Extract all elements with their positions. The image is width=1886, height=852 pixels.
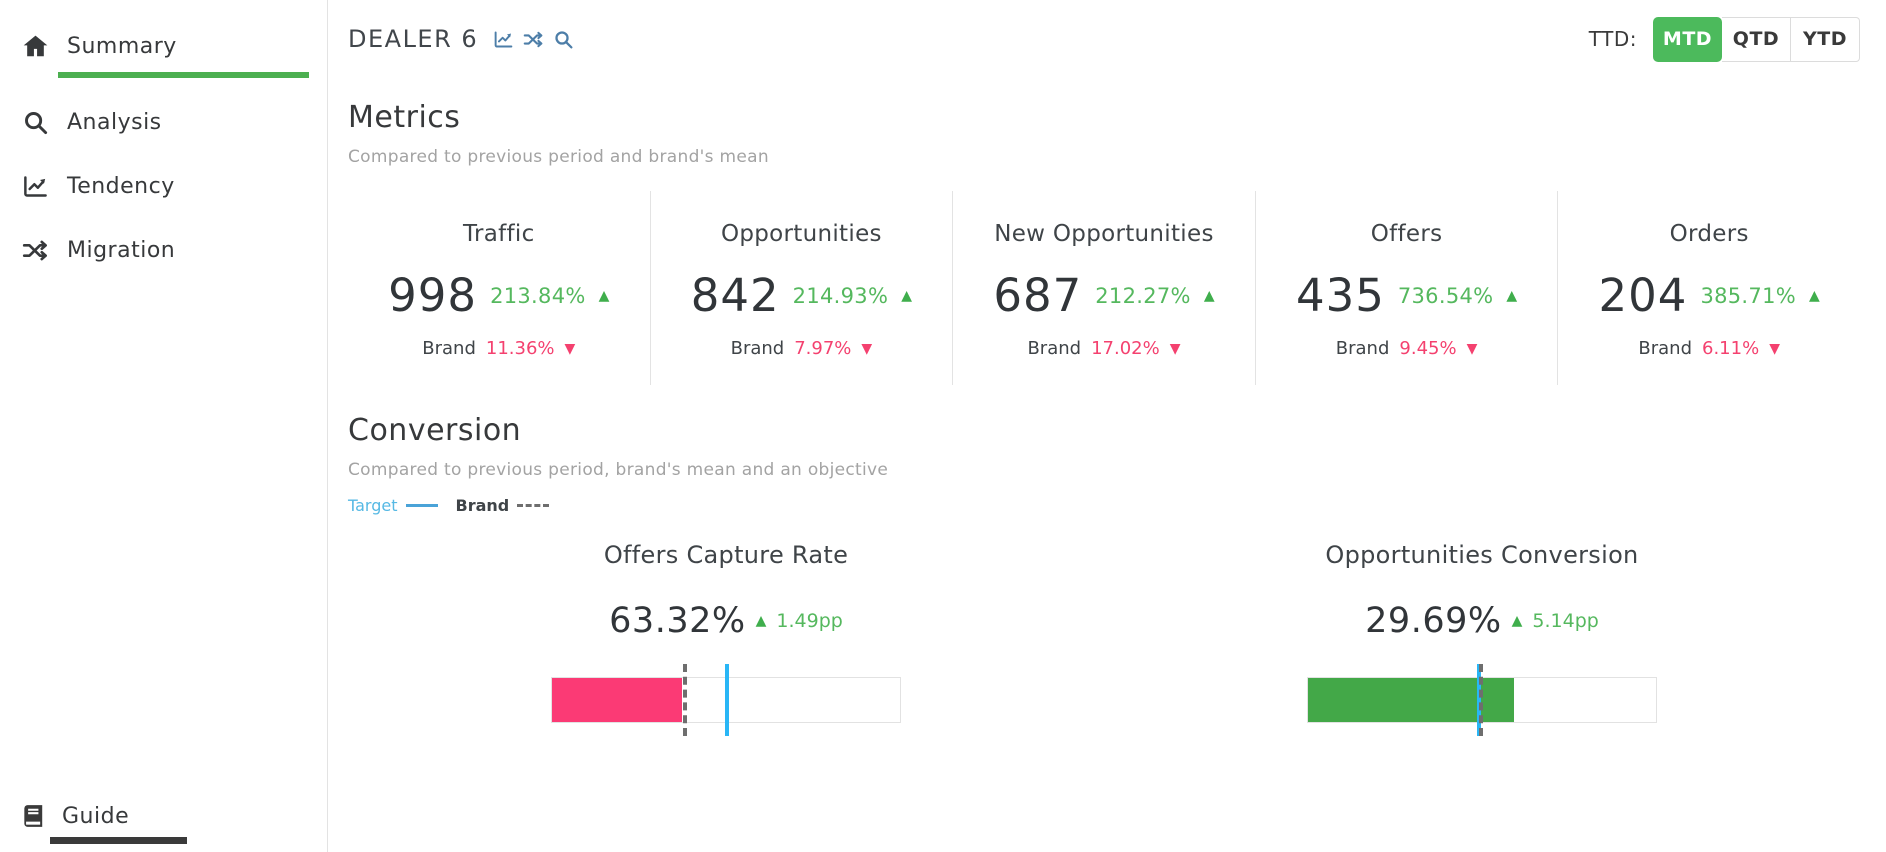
- bullet-chart: [551, 664, 901, 736]
- metric-change: 385.71%: [1700, 283, 1796, 308]
- conversion-gauges: Offers Capture Rate 63.32% ▲ 1.49pp Oppo…: [348, 541, 1860, 736]
- sidebar-item-label: Analysis: [67, 109, 162, 135]
- shuffle-icon: [22, 240, 47, 260]
- brand-value: 17.02%: [1091, 338, 1160, 359]
- metric-title: Traffic: [463, 221, 535, 247]
- sidebar-item-analysis[interactable]: Analysis: [0, 102, 327, 142]
- sidebar-item-label: Summary: [67, 33, 177, 59]
- brand-label: Brand: [422, 338, 476, 359]
- page-header: DEALER 6 TTD: MTD QTD YTD: [348, 16, 1860, 62]
- metric-value: 998: [388, 269, 478, 322]
- chart-line-icon[interactable]: [493, 29, 514, 50]
- sidebar-item-guide[interactable]: Guide: [0, 799, 327, 846]
- gauge-title: Offers Capture Rate: [603, 541, 849, 569]
- guide-label: Guide: [62, 803, 130, 829]
- metric-title: Offers: [1370, 221, 1443, 247]
- gauge-delta: 1.49pp: [776, 610, 843, 632]
- conversion-legend: Target Brand: [348, 496, 1860, 515]
- sidebar: Summary Analysis Tendency Migration: [0, 0, 328, 852]
- metric-card-opportunities: Opportunities 842 214.93% ▲ Brand 7.97% …: [649, 191, 953, 385]
- bullet-fill: [552, 678, 683, 722]
- legend-brand-label: Brand: [455, 496, 510, 515]
- search-icon: [25, 111, 48, 134]
- brand-line-icon: [517, 504, 550, 507]
- ttd-button-group: MTD QTD YTD: [1653, 16, 1860, 62]
- brand-marker: [682, 664, 687, 736]
- metric-value: 204: [1598, 269, 1688, 322]
- metric-card-new-opportunities: New Opportunities 687 212.27% ▲ Brand 17…: [952, 191, 1255, 385]
- chart-line-icon: [24, 175, 47, 197]
- conversion-heading: Conversion: [348, 413, 522, 448]
- shuffle-icon[interactable]: [523, 29, 544, 50]
- metric-cards: Traffic 998 213.84% ▲ Brand 11.36% ▼ Opp…: [348, 191, 1860, 385]
- metrics-subtitle: Compared to previous period and brand's …: [348, 147, 769, 167]
- brand-label: Brand: [1027, 338, 1082, 359]
- conversion-subtitle: Compared to previous period, brand's mea…: [348, 460, 889, 480]
- ttd-label: TTD:: [1588, 27, 1637, 51]
- sidebar-item-label: Tendency: [67, 173, 175, 199]
- ttd-ytd-button[interactable]: YTD: [1791, 16, 1860, 62]
- ttd-qtd-button[interactable]: QTD: [1722, 16, 1791, 62]
- target-line-icon: [405, 504, 438, 507]
- target-marker: [725, 664, 730, 736]
- up-arrow-icon: ▲: [1809, 287, 1820, 304]
- gauge-opportunities-conversion: Opportunities Conversion 29.69% ▲ 5.14pp: [1104, 541, 1860, 736]
- brand-label: Brand: [1335, 338, 1390, 359]
- page-title: DEALER 6: [348, 25, 479, 53]
- sidebar-item-tendency[interactable]: Tendency: [0, 166, 327, 206]
- brand-value: 6.11%: [1702, 338, 1760, 359]
- gauge-title: Opportunities Conversion: [1325, 541, 1639, 569]
- brand-value: 11.36%: [485, 338, 555, 359]
- metric-card-offers: Offers 435 736.54% ▲ Brand 9.45% ▼: [1254, 191, 1558, 385]
- sidebar-item-summary[interactable]: Summary: [0, 26, 327, 78]
- down-arrow-icon: ▼: [1769, 340, 1780, 357]
- sidebar-item-label: Migration: [67, 237, 176, 263]
- up-arrow-icon: ▲: [901, 287, 912, 304]
- legend-target-label: Target: [348, 496, 398, 515]
- gauge-value: 63.32%: [609, 601, 746, 641]
- up-arrow-icon: ▲: [755, 613, 767, 629]
- target-marker: [1477, 664, 1482, 736]
- sidebar-item-migration[interactable]: Migration: [0, 230, 327, 270]
- metric-title: Opportunities: [720, 221, 882, 247]
- gauge-offers-capture-rate: Offers Capture Rate 63.32% ▲ 1.49pp: [348, 541, 1104, 736]
- down-arrow-icon: ▼: [564, 340, 576, 357]
- book-icon: [23, 804, 44, 828]
- metric-value: 435: [1295, 269, 1385, 322]
- ttd-mtd-button[interactable]: MTD: [1653, 16, 1722, 62]
- metrics-heading: Metrics: [348, 100, 461, 135]
- metric-value: 842: [690, 269, 780, 322]
- brand-marker: [1479, 664, 1484, 736]
- brand-value: 7.97%: [794, 338, 852, 359]
- ttd-selector: TTD: MTD QTD YTD: [1588, 16, 1860, 62]
- metric-change: 736.54%: [1397, 283, 1494, 308]
- guide-underline: [50, 837, 187, 844]
- main-content: DEALER 6 TTD: MTD QTD YTD Metrics Compar…: [328, 0, 1886, 852]
- search-icon[interactable]: [553, 29, 574, 50]
- metric-value: 687: [993, 269, 1083, 322]
- metric-change: 212.27%: [1095, 283, 1191, 308]
- up-arrow-icon: ▲: [598, 287, 610, 304]
- gauge-delta: 5.14pp: [1532, 610, 1599, 632]
- metric-card-orders: Orders 204 385.71% ▲ Brand 6.11% ▼: [1557, 191, 1860, 385]
- up-arrow-icon: ▲: [1506, 287, 1518, 304]
- bullet-chart: [1307, 664, 1657, 736]
- metric-card-traffic: Traffic 998 213.84% ▲ Brand 11.36% ▼: [348, 191, 650, 385]
- active-item-underline: [58, 72, 309, 78]
- metric-change: 213.84%: [490, 283, 586, 308]
- down-arrow-icon: ▼: [1466, 340, 1478, 357]
- down-arrow-icon: ▼: [1169, 340, 1181, 357]
- metric-title: Orders: [1669, 221, 1749, 247]
- metric-change: 214.93%: [792, 283, 889, 308]
- metric-title: New Opportunities: [994, 221, 1214, 247]
- up-arrow-icon: ▲: [1203, 287, 1215, 304]
- up-arrow-icon: ▲: [1511, 613, 1523, 629]
- brand-value: 9.45%: [1399, 338, 1457, 359]
- down-arrow-icon: ▼: [861, 340, 873, 357]
- home-icon: [23, 35, 48, 56]
- gauge-value: 29.69%: [1365, 601, 1502, 641]
- brand-label: Brand: [1638, 338, 1692, 359]
- brand-label: Brand: [730, 338, 785, 359]
